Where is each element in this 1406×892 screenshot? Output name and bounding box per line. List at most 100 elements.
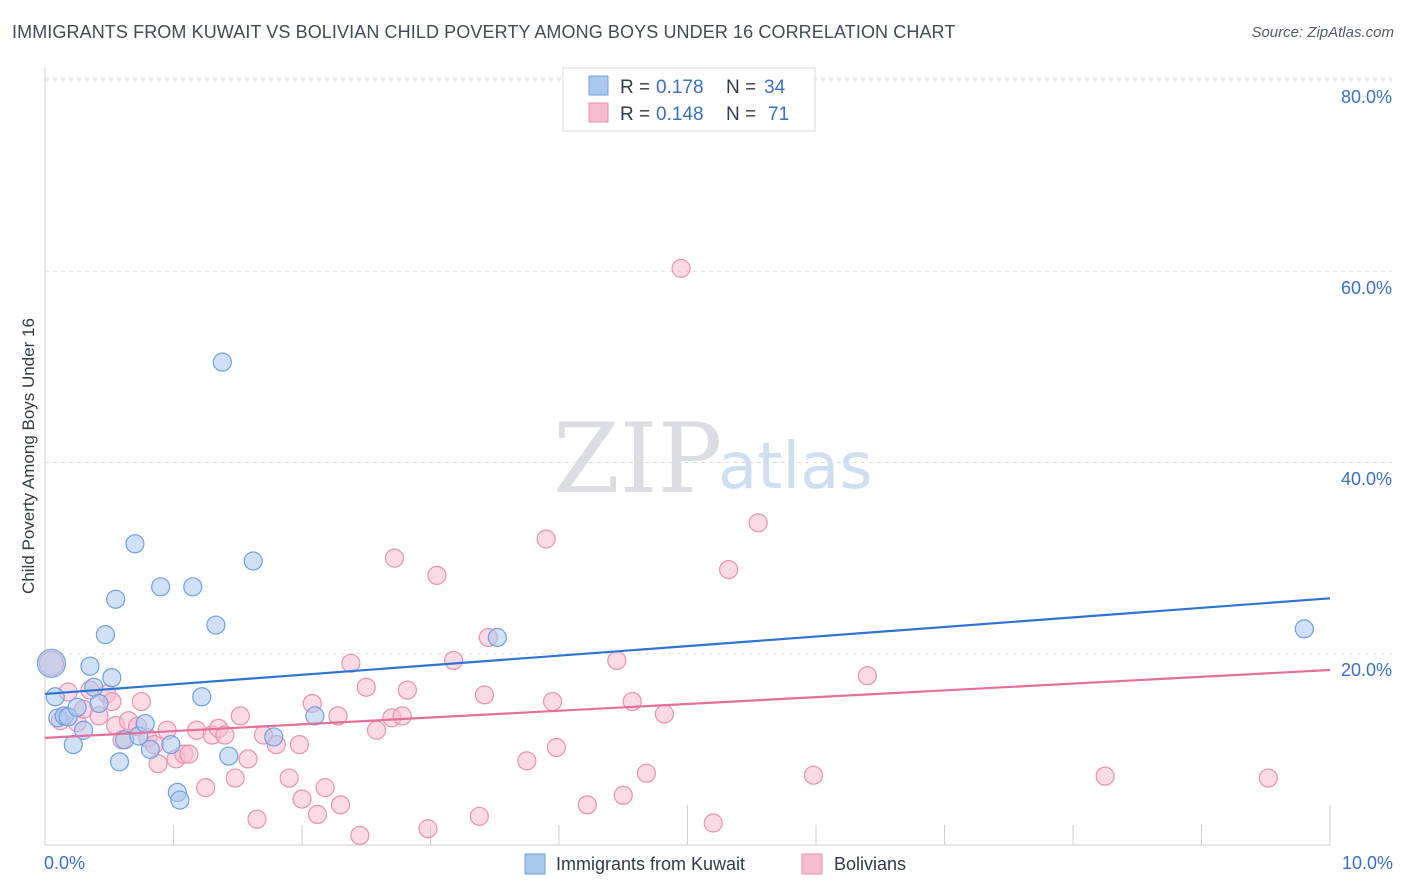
point-bolivians [356, 677, 376, 697]
point-bolivians [542, 691, 563, 712]
point-kuwait [212, 352, 232, 372]
point-bolivians [230, 706, 250, 726]
point-bolivians [238, 749, 258, 769]
trend-lines [44, 597, 1331, 739]
point-kuwait [219, 746, 239, 766]
point-bolivians [748, 513, 768, 533]
point-kuwait [140, 739, 160, 759]
point-bolivians [225, 768, 245, 788]
watermark-zip: ZIP [553, 403, 722, 515]
point-kuwait [125, 534, 145, 554]
point-bolivians [607, 650, 627, 671]
point-kuwait [1294, 619, 1314, 639]
legend-r-value-bolivians: 0.148 [656, 104, 704, 125]
legend-n-label: N = [726, 77, 756, 98]
point-bolivians [131, 691, 151, 712]
point-kuwait [106, 589, 126, 609]
point-kuwait [102, 668, 122, 688]
point-bolivians [469, 806, 489, 826]
point-bolivians [427, 565, 447, 585]
point-bolivians [350, 825, 370, 846]
point-bolivians [444, 650, 464, 671]
x-axis-ticks [44, 805, 1331, 845]
point-kuwait [183, 577, 203, 597]
stats-legend: R = 0.178 N = 34 R = 0.148 N = 71 [562, 67, 816, 132]
point-bolivians [719, 559, 739, 580]
series-legend: Immigrants from Kuwait Bolivians [524, 853, 906, 875]
point-bolivians [279, 768, 299, 788]
legend-swatch-bolivians [588, 102, 609, 123]
legend-n-label: N = [726, 104, 756, 125]
point-kuwait [84, 677, 104, 697]
point-kuwait [95, 625, 115, 645]
point-kuwait [89, 693, 109, 714]
point-bolivians [857, 666, 878, 686]
point-bolivians [315, 778, 335, 798]
x-tick-label-max: 10.0% [1342, 853, 1393, 873]
series-label-bolivians: Bolivians [834, 854, 906, 874]
series-label-kuwait: Immigrants from Kuwait [556, 854, 745, 874]
point-kuwait [151, 577, 171, 597]
point-kuwait [264, 727, 284, 747]
point-bolivians [392, 706, 412, 726]
legend-swatch-kuwait [588, 75, 609, 96]
point-bolivians [636, 763, 656, 783]
point-kuwait [161, 734, 181, 755]
point-bolivians [307, 804, 328, 825]
y-tick-label: 60.0% [1341, 278, 1392, 298]
point-bolivians [1095, 766, 1115, 786]
point-bolivians [341, 653, 361, 673]
point-bolivians [292, 789, 312, 809]
y-tick-label: 40.0% [1341, 469, 1392, 489]
point-bolivians [703, 813, 723, 833]
legend-r-label: R = [620, 104, 650, 125]
point-kuwait [487, 627, 507, 648]
point-bolivians [397, 680, 417, 700]
trend-line-kuwait [44, 597, 1331, 696]
point-bolivians [418, 819, 438, 839]
point-kuwait [36, 648, 67, 678]
series-swatch-bolivians [801, 853, 823, 875]
point-bolivians [215, 725, 235, 745]
point-kuwait [305, 706, 325, 726]
legend-n-value-kuwait: 34 [764, 77, 786, 98]
y-tick-label: 80.0% [1341, 87, 1392, 107]
point-kuwait [135, 713, 155, 734]
y-tick-labels: 20.0% 40.0% 60.0% 80.0% [1341, 87, 1392, 680]
point-bolivians [613, 785, 633, 805]
legend-r-label: R = [620, 77, 650, 98]
point-kuwait [109, 752, 130, 772]
chart-title: IMMIGRANTS FROM KUWAIT VS BOLIVIAN CHILD… [12, 22, 956, 42]
watermark-atlas: atlas [718, 430, 873, 504]
point-bolivians [384, 548, 405, 568]
y-axis-label: Child Poverty Among Boys Under 16 [19, 318, 38, 594]
point-bolivians [330, 795, 351, 815]
point-kuwait [170, 790, 190, 810]
y-tick-label: 20.0% [1341, 660, 1392, 680]
point-bolivians [179, 744, 199, 764]
series-swatch-kuwait [524, 853, 546, 875]
trend-line-bolivians [44, 668, 1331, 739]
point-bolivians [654, 704, 674, 724]
point-bolivians [803, 765, 824, 785]
point-bolivians [196, 778, 216, 798]
point-bolivians [366, 720, 387, 740]
point-bolivians [328, 706, 348, 726]
point-kuwait [192, 687, 212, 707]
point-kuwait [243, 551, 263, 571]
point-bolivians [247, 809, 267, 829]
x-tick-label-min: 0.0% [44, 853, 85, 873]
point-bolivians [1258, 768, 1278, 788]
data-points [36, 258, 1314, 846]
legend-r-value-kuwait: 0.178 [656, 77, 704, 98]
point-bolivians [671, 258, 691, 278]
source-note: Source: ZipAtlas.com [1251, 24, 1394, 41]
point-bolivians [577, 795, 597, 815]
point-kuwait [67, 697, 87, 717]
point-bolivians [546, 737, 567, 758]
point-kuwait [206, 615, 226, 635]
watermark: ZIP atlas [553, 403, 873, 515]
point-kuwait [45, 687, 65, 707]
point-kuwait [80, 656, 100, 676]
